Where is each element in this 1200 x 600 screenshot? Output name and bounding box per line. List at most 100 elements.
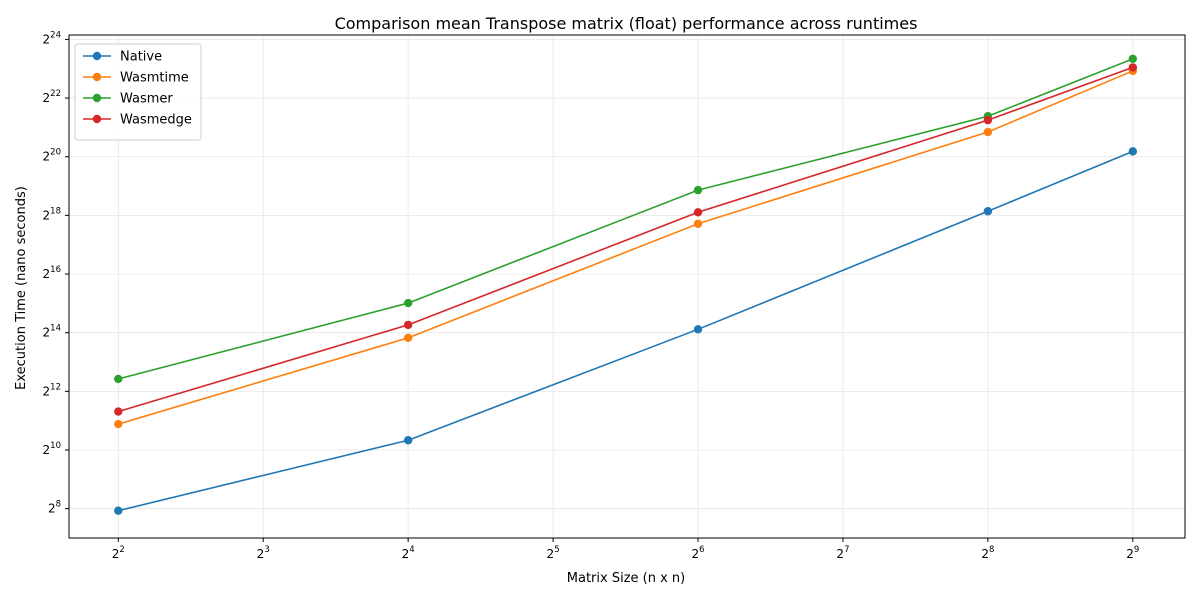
chart-title: Comparison mean Transpose matrix (float)… <box>335 14 918 33</box>
y-tick-label: 28 <box>48 500 61 516</box>
y-tick-label: 212 <box>43 382 61 398</box>
grid-lines <box>69 35 1185 538</box>
data-point-wasmedge <box>403 320 413 330</box>
y-tick-exponent: 8 <box>56 500 61 510</box>
x-tick-label: 29 <box>1126 545 1139 561</box>
series-line-wasmer <box>118 58 1134 380</box>
legend-label: Wasmtime <box>120 71 189 86</box>
y-tick-label: 210 <box>43 441 61 457</box>
legend-item-wasmer: Wasmer <box>83 92 173 107</box>
data-point-native <box>1128 147 1138 156</box>
y-tick-label: 222 <box>43 89 61 105</box>
data-point-native <box>114 506 123 515</box>
x-tick-exponent: 9 <box>1134 545 1139 555</box>
series-native <box>114 147 1138 515</box>
x-tick-base: 2 <box>257 547 265 561</box>
y-axis-label: Execution Time (nano seconds) <box>14 186 29 390</box>
legend: Native Wasmtime Wasmer Wasmedge <box>74 43 202 141</box>
x-tick-label: 25 <box>547 545 560 561</box>
x-tick-base: 2 <box>402 547 410 561</box>
x-tick-label: 22 <box>112 545 125 561</box>
y-tick-base: 2 <box>43 150 51 164</box>
x-tick-base: 2 <box>981 547 989 561</box>
legend-swatch-marker <box>92 114 102 124</box>
series-wasmedge <box>114 63 1138 416</box>
data-point-wasmedge <box>983 115 993 125</box>
x-tick-exponent: 3 <box>264 545 269 555</box>
series-wasmer <box>114 54 1138 384</box>
y-tick-exponent: 22 <box>50 89 61 99</box>
x-tick-exponent: 8 <box>989 545 994 555</box>
y-tick-label: 218 <box>43 206 61 222</box>
y-tick-label: 220 <box>43 148 61 164</box>
x-tick-label: 27 <box>836 545 849 561</box>
plot-frame <box>68 34 1186 539</box>
x-tick-exponent: 7 <box>844 545 849 555</box>
y-tick-base: 2 <box>43 91 51 105</box>
y-tick-exponent: 16 <box>50 265 61 275</box>
y-tick-exponent: 10 <box>50 441 61 451</box>
data-point-wasmer <box>403 298 413 308</box>
series-wasmtime <box>114 66 1138 429</box>
x-tick-exponent: 6 <box>699 545 704 555</box>
y-tick-base: 2 <box>43 443 51 457</box>
x-tick-base: 2 <box>836 547 844 561</box>
x-tick-exponent: 4 <box>409 545 414 555</box>
x-tick-base: 2 <box>547 547 555 561</box>
x-tick-label: 24 <box>402 545 415 561</box>
data-point-wasmtime <box>403 333 413 343</box>
y-tick-base: 2 <box>43 326 51 340</box>
legend-label: Wasmedge <box>120 113 192 128</box>
legend-item-wasmedge: Wasmedge <box>83 113 192 128</box>
data-point-wasmtime <box>693 219 703 228</box>
data-point-native <box>403 436 413 445</box>
legend-box <box>74 43 202 141</box>
legend-label: Native <box>120 50 162 65</box>
data-point-wasmedge <box>693 208 703 217</box>
y-tick-label: 216 <box>43 265 61 281</box>
data-point-wasmer <box>1128 54 1138 64</box>
y-tick-label: 214 <box>43 324 61 340</box>
legend-swatch-marker <box>92 93 102 103</box>
x-tick-exponent: 5 <box>554 545 559 555</box>
data-point-native <box>983 207 993 216</box>
series-line-wasmtime <box>118 70 1134 425</box>
legend-swatch-marker <box>92 72 102 82</box>
data-point-wasmedge <box>1128 63 1138 72</box>
y-tick-base: 2 <box>43 32 51 46</box>
data-point-wasmedge <box>114 407 123 416</box>
data-point-wasmtime <box>114 419 123 429</box>
data-point-native <box>693 325 703 334</box>
x-tick-label: 28 <box>981 545 994 561</box>
y-tick-base: 2 <box>43 384 51 398</box>
y-tick-exponent: 24 <box>50 30 61 40</box>
y-tick-base: 2 <box>43 208 51 222</box>
x-axis-label: Matrix Size (n x n) <box>567 571 685 586</box>
y-tick-exponent: 14 <box>50 324 61 334</box>
y-tick-label: 224 <box>43 30 61 46</box>
y-tick-base: 2 <box>43 267 51 281</box>
series-line-native <box>118 150 1134 512</box>
x-tick-exponent: 2 <box>119 545 124 555</box>
series-layer <box>114 54 1138 515</box>
x-tick-base: 2 <box>691 547 699 561</box>
data-point-wasmer <box>114 374 123 384</box>
data-point-wasmtime <box>983 127 993 137</box>
legend-swatch-marker <box>92 51 102 61</box>
y-tick-exponent: 18 <box>50 206 61 216</box>
legend-item-wasmtime: Wasmtime <box>83 71 189 86</box>
series-line-wasmedge <box>118 66 1134 413</box>
x-tick-base: 2 <box>1126 547 1134 561</box>
legend-label: Wasmer <box>120 92 173 107</box>
y-tick-exponent: 12 <box>50 382 61 392</box>
x-tick-label: 26 <box>691 545 704 561</box>
x-tick-base: 2 <box>112 547 120 561</box>
data-point-wasmer <box>693 185 703 195</box>
x-tick-label: 23 <box>257 545 270 561</box>
y-tick-base: 2 <box>48 502 56 516</box>
legend-item-native: Native <box>83 50 162 65</box>
y-tick-exponent: 20 <box>50 148 61 158</box>
x-axis-ticks: 22 23 24 25 26 27 28 29 <box>112 538 1139 561</box>
